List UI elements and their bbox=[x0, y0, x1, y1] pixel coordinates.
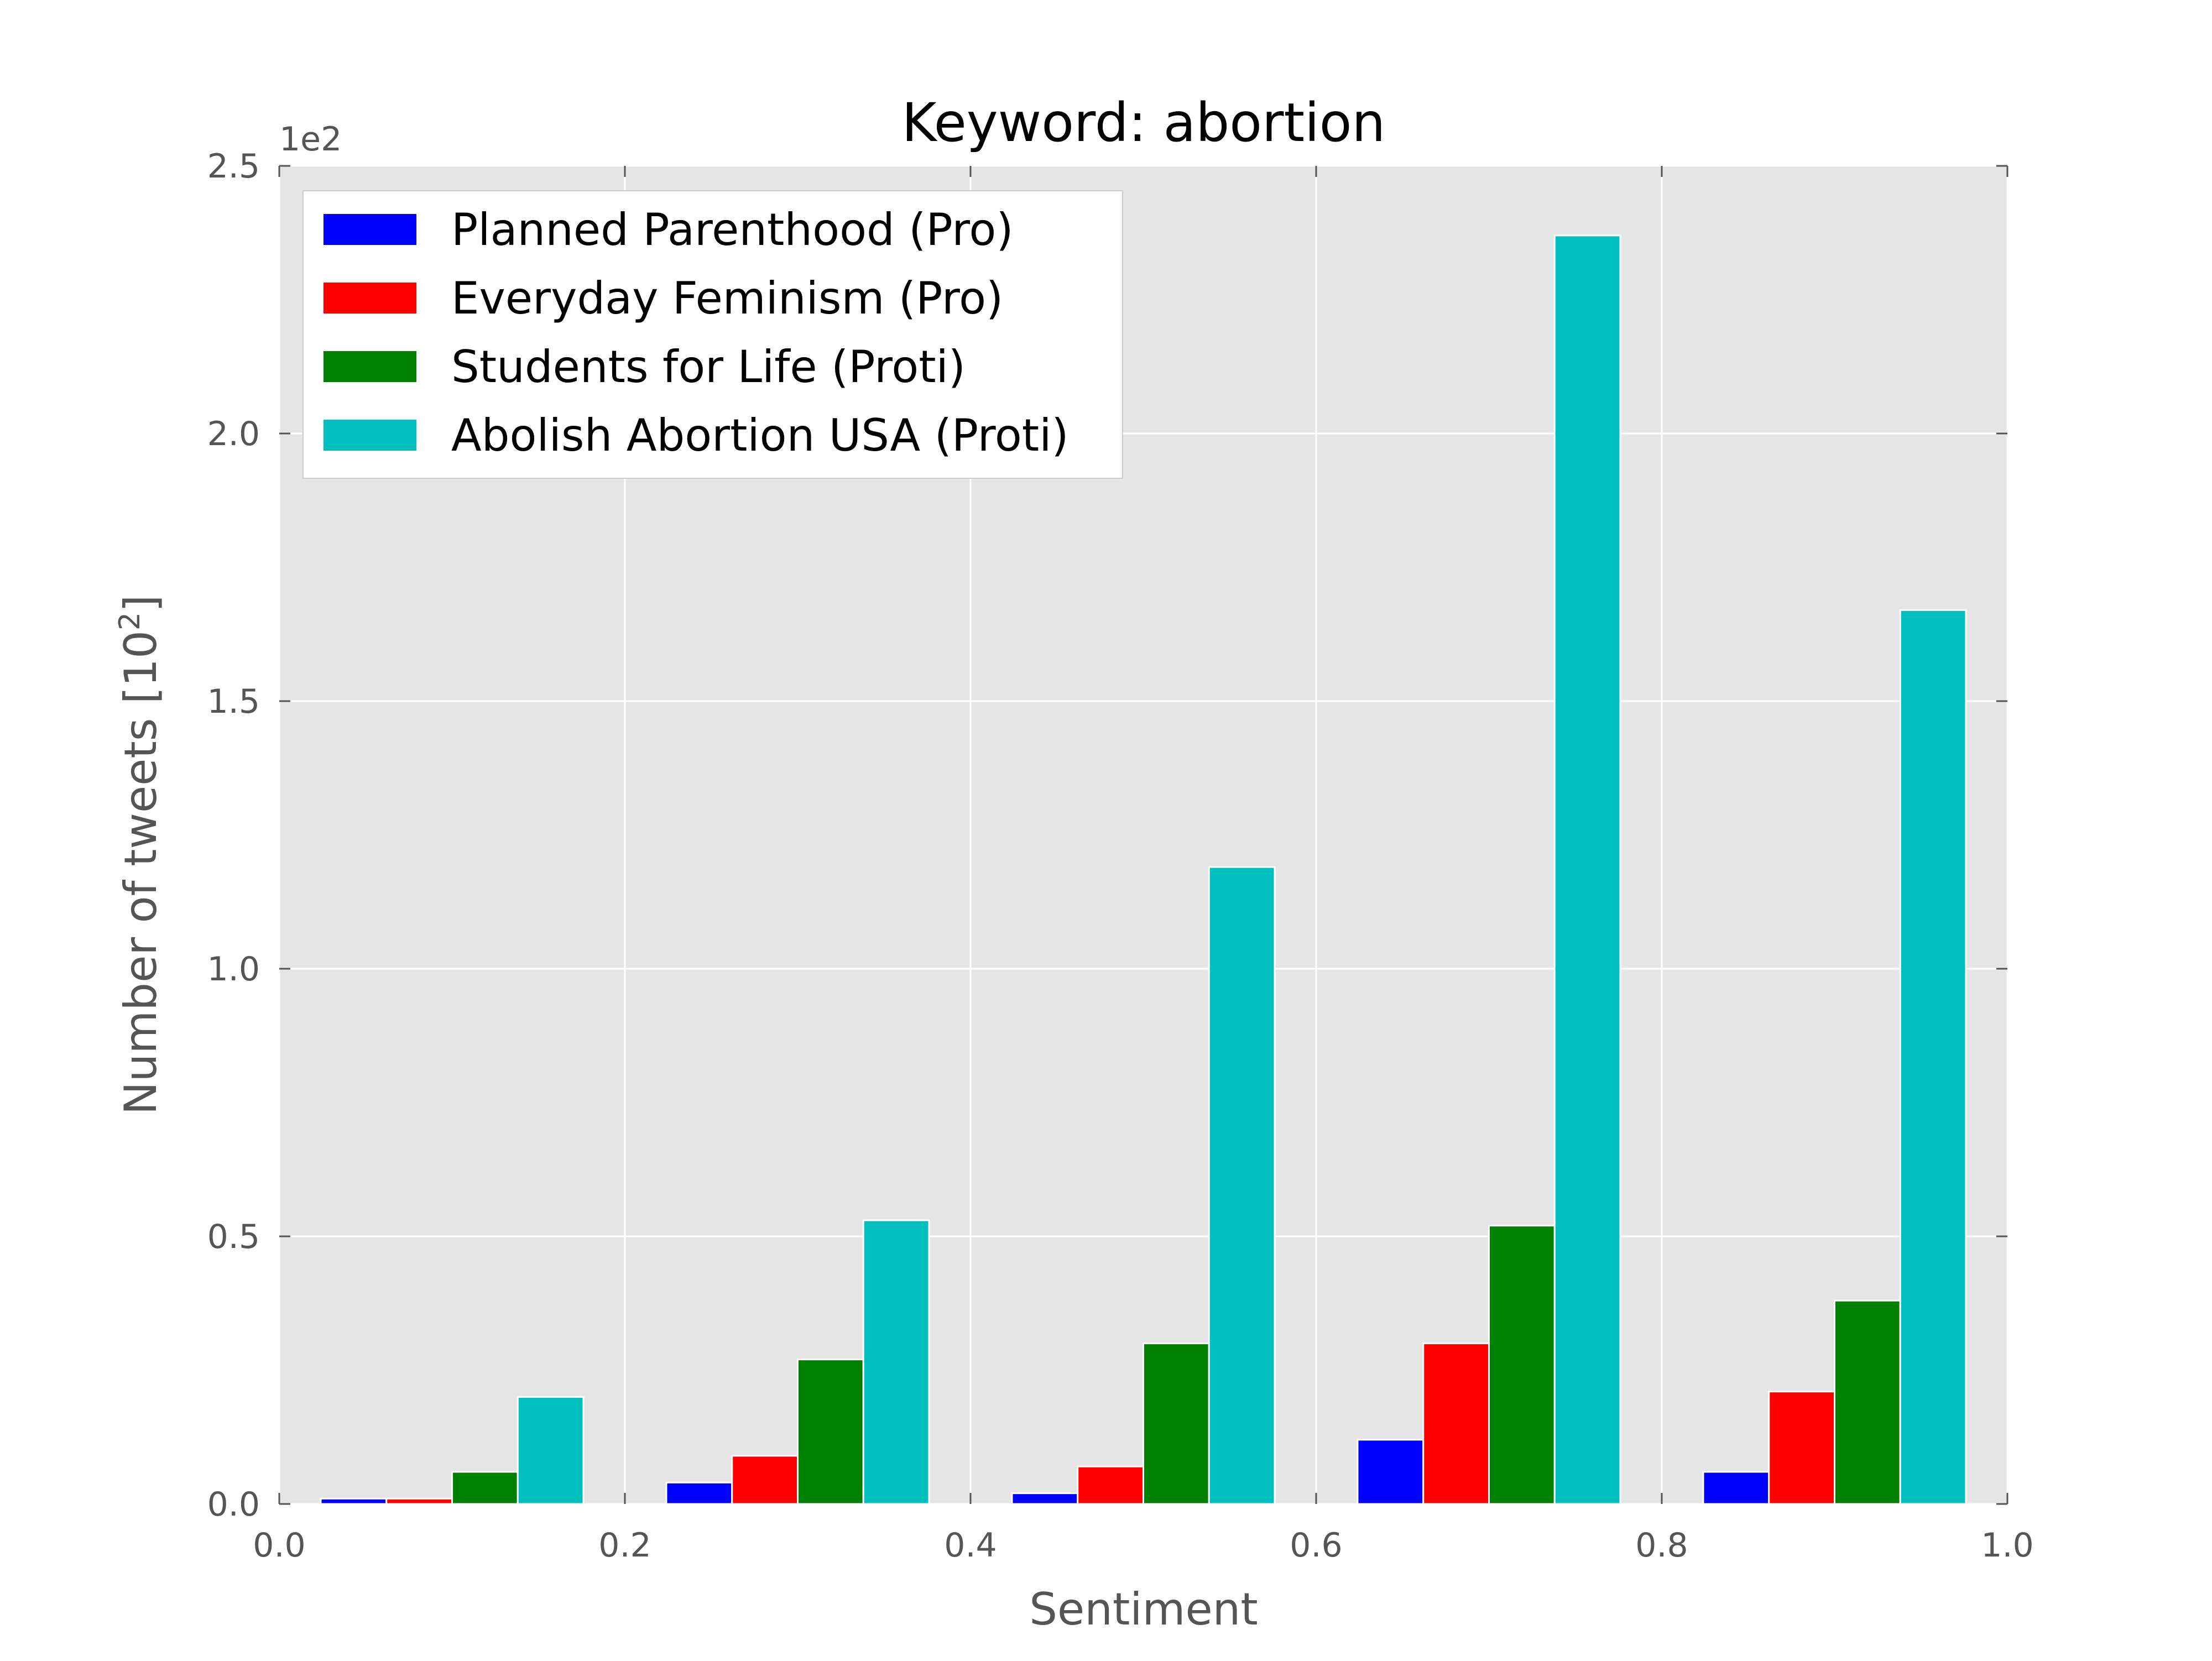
y-axis-label: Number of tweets [102] bbox=[113, 595, 166, 1115]
bar bbox=[797, 1359, 864, 1505]
bar bbox=[1488, 1225, 1556, 1505]
y-tick-label: 2.0 bbox=[207, 415, 260, 453]
bar bbox=[1208, 866, 1276, 1505]
bar bbox=[1011, 1492, 1079, 1505]
bar bbox=[1834, 1299, 1901, 1505]
y-tick-label: 0.0 bbox=[207, 1485, 260, 1524]
x-tick-label: 0.0 bbox=[253, 1526, 305, 1565]
bar bbox=[451, 1471, 519, 1505]
bar bbox=[1768, 1391, 1835, 1505]
x-tick-label: 1.0 bbox=[1981, 1526, 2033, 1565]
legend-swatch bbox=[324, 420, 416, 451]
axis-tick-labels: 0.0 0.2 0.4 0.6 0.8 1.0 0.0 0.5 1.0 1.5 2.0 2.5 bbox=[207, 147, 2034, 1565]
axis-ticks bbox=[278, 165, 2008, 1505]
bar bbox=[1899, 609, 1967, 1505]
legend-label: Students for Life (Proti) bbox=[451, 341, 966, 393]
x-tick-label: 0.2 bbox=[598, 1526, 651, 1565]
bar bbox=[862, 1219, 930, 1505]
legend: Planned Parenthood (Pro) Everyday Feminis… bbox=[302, 190, 1123, 479]
y-axis-label-text: Number of tweets [10 bbox=[115, 630, 166, 1115]
x-tick-label: 0.8 bbox=[1635, 1526, 1688, 1565]
legend-swatch bbox=[324, 214, 416, 245]
bar bbox=[1553, 234, 1621, 1505]
bar bbox=[1357, 1439, 1425, 1505]
legend-swatch bbox=[324, 351, 416, 382]
x-tick-label: 0.6 bbox=[1290, 1526, 1342, 1565]
x-tick-label: 0.4 bbox=[944, 1526, 997, 1565]
bars bbox=[320, 234, 1967, 1505]
y-axis-label-close: ] bbox=[115, 595, 166, 612]
y-tick-label: 1.0 bbox=[207, 950, 260, 989]
y-tick-label: 1.5 bbox=[207, 682, 260, 721]
legend-label: Planned Parenthood (Pro) bbox=[451, 204, 1014, 255]
bar bbox=[517, 1396, 585, 1505]
bar bbox=[1422, 1343, 1490, 1505]
y-offset-label: 1e2 bbox=[279, 120, 342, 159]
x-axis-label: Sentiment bbox=[1029, 1584, 1258, 1635]
bar bbox=[1142, 1343, 1210, 1505]
legend-label: Abolish Abortion USA (Proti) bbox=[451, 410, 1069, 461]
y-tick-label: 2.5 bbox=[207, 147, 260, 186]
bar bbox=[385, 1497, 453, 1505]
plot-frame bbox=[279, 165, 2008, 1505]
legend-swatch bbox=[324, 283, 416, 314]
y-axis-label-exponent: 2 bbox=[113, 612, 147, 630]
bar bbox=[1077, 1465, 1144, 1505]
bar bbox=[665, 1481, 733, 1505]
bar bbox=[320, 1497, 388, 1505]
legend-label: Everyday Feminism (Pro) bbox=[451, 273, 1003, 324]
y-tick-label: 0.5 bbox=[207, 1218, 260, 1256]
legend-box bbox=[302, 190, 1123, 479]
bar bbox=[731, 1455, 799, 1505]
chart-title: Keyword: abortion bbox=[902, 92, 1386, 154]
bar bbox=[1702, 1471, 1770, 1505]
